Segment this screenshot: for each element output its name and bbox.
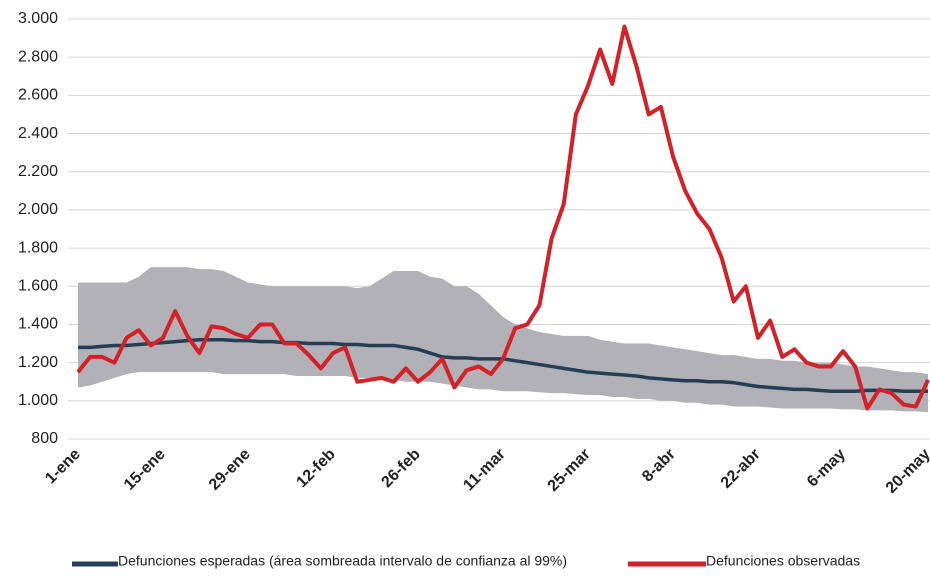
x-tick-label: 26-feb: [378, 446, 424, 492]
x-tick-label: 11-mar: [460, 446, 509, 495]
y-tick-label: 1.000: [18, 392, 58, 409]
y-tick-label: 1.600: [18, 277, 58, 294]
legend-label: Defunciones observadas: [706, 553, 860, 569]
confidence-band: [78, 267, 928, 413]
y-tick-label: 1.200: [18, 354, 58, 371]
y-tick-label: 2.400: [18, 125, 58, 142]
y-tick-label: 2.200: [18, 163, 58, 180]
x-tick-label: 25-mar: [545, 446, 594, 495]
x-tick-label: 22-abr: [718, 446, 764, 492]
y-tick-label: 1.800: [18, 239, 58, 256]
x-tick-label: 29-ene: [206, 446, 254, 494]
y-tick-label: 800: [31, 430, 58, 447]
x-tick-label: 15-ene: [121, 446, 169, 494]
y-tick-label: 2.600: [18, 87, 58, 104]
x-tick-label: 12-feb: [293, 446, 339, 492]
series-line: [76, 24, 930, 411]
y-tick-label: 2.000: [18, 201, 58, 218]
x-tick-label: 6-may: [804, 446, 849, 491]
legend-label: Defunciones esperadas (área sombreada in…: [118, 553, 567, 569]
x-tick-label: 1-ene: [42, 446, 84, 488]
y-tick-label: 3.000: [18, 10, 58, 27]
x-tick-label: 8-abr: [639, 446, 679, 486]
x-tick-label: 20-may: [883, 446, 930, 497]
y-tick-label: 1.400: [18, 316, 58, 333]
y-tick-label: 2.800: [18, 48, 58, 65]
